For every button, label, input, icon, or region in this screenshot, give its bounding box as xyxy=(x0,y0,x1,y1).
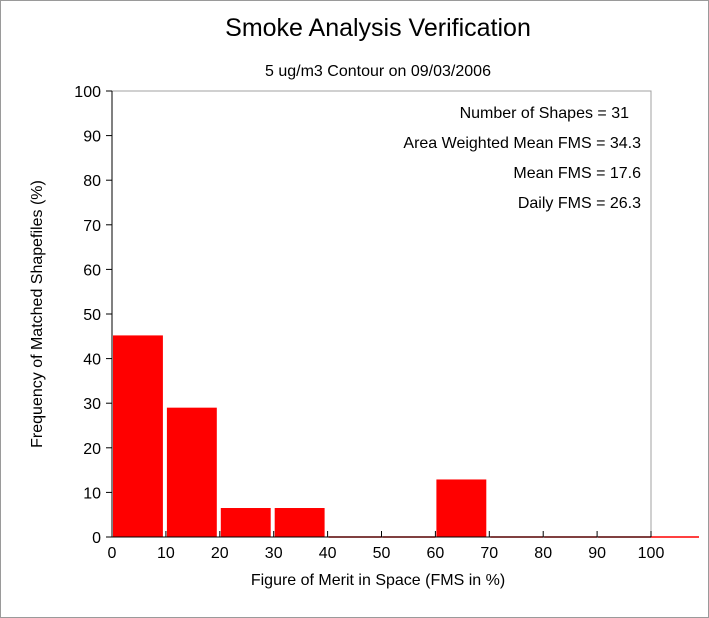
y-tick-label-50: 50 xyxy=(83,307,101,324)
y-tick-label-10: 10 xyxy=(83,485,101,502)
x-tick-label-10: 10 xyxy=(157,545,175,562)
x-tick-label-90: 90 xyxy=(588,545,606,562)
y-tick-label-100: 100 xyxy=(74,84,101,101)
x-tick-label-50: 50 xyxy=(373,545,391,562)
x-tick-label-70: 70 xyxy=(480,545,498,562)
x-tick-label-40: 40 xyxy=(319,545,337,562)
y-tick-label-70: 70 xyxy=(83,218,101,235)
y-axis: 0 10 20 30 40 50 60 70 80 90 100 xyxy=(74,84,113,547)
bar-30-40 xyxy=(274,508,325,537)
bar-60-70 xyxy=(436,479,487,537)
chart-subtitle: 5 ug/m3 Contour on 09/03/2006 xyxy=(265,63,491,80)
y-axis-label: Frequency of Matched Shapefiles (%) xyxy=(29,180,46,448)
x-axis-label: Figure of Merit in Space (FMS in %) xyxy=(251,572,505,589)
bar-group xyxy=(113,335,699,538)
bar-0-10 xyxy=(113,335,163,537)
x-tick-label-0: 0 xyxy=(108,545,117,562)
y-tick-label-20: 20 xyxy=(83,441,101,458)
y-tick-label-40: 40 xyxy=(83,352,101,369)
x-tick-label-20: 20 xyxy=(211,545,229,562)
y-tick-label-0: 0 xyxy=(92,530,101,547)
annotation-2: Area Weighted Mean FMS = 34.3 xyxy=(403,135,641,152)
annotation-1: Number of Shapes = 31 xyxy=(460,105,630,122)
x-tick-label-100: 100 xyxy=(638,545,665,562)
y-tick-label-30: 30 xyxy=(83,396,101,413)
x-tick-label-60: 60 xyxy=(427,545,445,562)
y-tick-label-90: 90 xyxy=(83,129,101,146)
annotation-3: Mean FMS = 17.6 xyxy=(513,165,641,182)
x-tick-label-30: 30 xyxy=(265,545,283,562)
bar-10-20 xyxy=(166,407,217,537)
chart-title: Smoke Analysis Verification xyxy=(225,14,531,42)
annotation-group: Number of Shapes = 31 Area Weighted Mean … xyxy=(403,105,641,212)
annotation-4: Daily FMS = 26.3 xyxy=(518,195,641,212)
y-tick-label-80: 80 xyxy=(83,173,101,190)
bar-20-30 xyxy=(220,508,271,537)
x-tick-label-80: 80 xyxy=(534,545,552,562)
x-axis: 0 10 20 30 40 50 60 70 80 90 100 xyxy=(108,531,665,562)
y-tick-label-60: 60 xyxy=(83,262,101,279)
